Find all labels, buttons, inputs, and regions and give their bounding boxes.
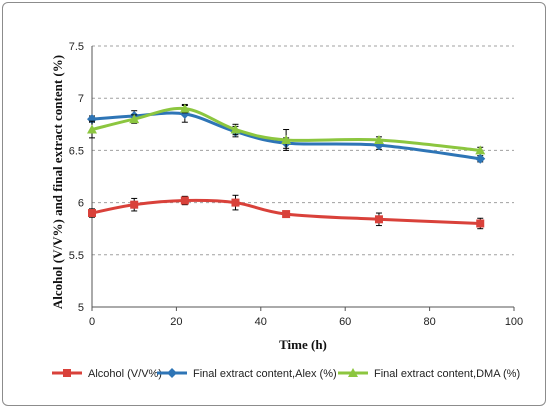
legend-item-1: Alcohol (V/V%)	[52, 368, 162, 380]
y-tick-labels: 5 5.5 6 6.5 7 7.5	[69, 41, 84, 314]
series-layer	[87, 103, 486, 230]
data-point	[475, 145, 486, 155]
gridlines	[92, 45, 514, 256]
legend-item-2: Final extract content,Alex (%)	[157, 368, 337, 380]
data-point	[476, 219, 485, 228]
legend-label: Alcohol (V/V%)	[88, 368, 162, 380]
legend-marker	[167, 368, 177, 378]
legend-marker	[63, 369, 71, 377]
data-point	[179, 103, 190, 113]
data-point	[88, 209, 96, 218]
x-tick-label: 20	[170, 316, 182, 328]
x-tick-label: 100	[505, 316, 523, 328]
x-tick-label: 40	[255, 316, 267, 328]
data-point	[475, 153, 486, 164]
y-tick-label: 6	[78, 198, 84, 210]
y-axis-title: Alcohol (V/V%) and final extract content…	[50, 55, 65, 309]
data-point	[373, 134, 384, 144]
axes	[91, 46, 515, 311]
y-tick-label: 7	[78, 93, 84, 105]
y-tick-label: 5.5	[69, 250, 84, 262]
y-tick-label: 7.5	[69, 41, 84, 53]
x-tick-label: 0	[89, 316, 95, 328]
data-point	[230, 124, 241, 134]
data-point	[87, 124, 97, 134]
series-1	[88, 194, 485, 230]
chart-frame	[2, 2, 546, 406]
x-axis-title: Time (h)	[279, 337, 327, 352]
data-point	[130, 200, 139, 209]
data-point	[231, 198, 240, 207]
y-tick-label: 6.5	[69, 145, 84, 157]
x-tick-labels: 0 20 40 60 80 100	[89, 316, 523, 328]
data-point	[180, 196, 189, 205]
x-tick-label: 80	[423, 316, 435, 328]
y-tick-label: 5	[78, 302, 84, 314]
legend-marker	[348, 368, 358, 377]
data-point	[129, 114, 140, 124]
legend: Alcohol (V/V%) Final extract content,Alex…	[52, 368, 520, 380]
legend-label: Final extract content,Alex (%)	[193, 368, 337, 380]
legend-label: Final extract content,DMA (%)	[374, 368, 520, 380]
data-point	[282, 210, 291, 219]
data-point	[281, 134, 292, 144]
x-tick-label: 60	[339, 316, 351, 328]
legend-item-3: Final extract content,DMA (%)	[338, 368, 520, 380]
series-3	[87, 103, 486, 155]
data-point	[374, 215, 383, 224]
